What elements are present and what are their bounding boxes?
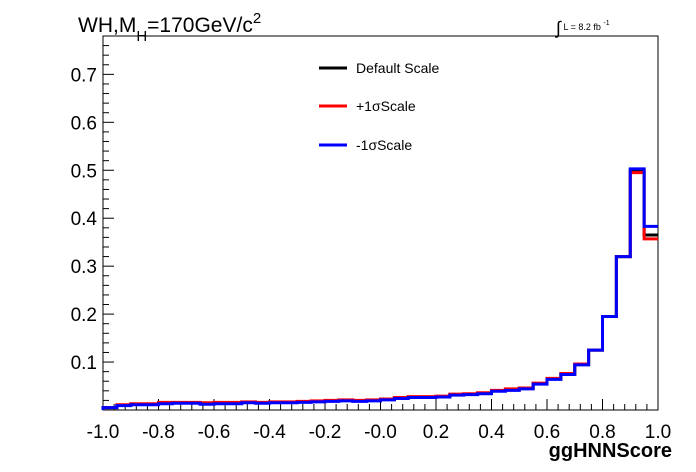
x-tick-label: -0.4 — [253, 422, 286, 443]
y-axis: 0.1 0.2 0.3 0.4 0.5 0.6 0.7 — [71, 45, 114, 401]
luminosity-label: ∫ L = 8.2 fb -1 — [556, 14, 610, 38]
x-tick-label: 0.6 — [534, 422, 560, 443]
y-tick-label: 0.7 — [71, 65, 97, 86]
series-layer — [101, 167, 658, 410]
y-tick-label: 0.4 — [71, 209, 98, 230]
x-tick-label: -0.2 — [309, 422, 342, 443]
series-2-step-line — [101, 167, 658, 410]
integral-symbol: ∫ — [556, 18, 561, 38]
x-tick-label: 0.8 — [589, 422, 615, 443]
luminosity-superscript: -1 — [603, 20, 610, 27]
y-tick-label: 0.5 — [71, 161, 97, 182]
legend-label-plus1sigma: +1σScale — [356, 98, 416, 114]
y-tick-label: 0.1 — [71, 353, 97, 374]
y-tick-label: 0.6 — [71, 113, 97, 134]
x-tick-label: -1.0 — [87, 422, 120, 443]
plot-title: WH,MH=170GeV/c2 — [78, 10, 261, 45]
plot-frame — [102, 35, 659, 411]
title-part-a: WH,M — [78, 14, 137, 37]
x-tick-label: 0.2 — [423, 422, 449, 443]
x-axis-label: ggHNNScore — [548, 440, 672, 462]
title-part-b: =170GeV/c — [147, 14, 253, 37]
x-tick-label: 0.4 — [478, 422, 505, 443]
y-tick-label: 0.3 — [71, 257, 97, 278]
x-tick-label: -0.0 — [364, 422, 397, 443]
title-subscript: H — [136, 28, 148, 45]
legend-label-minus1sigma: -1σScale — [356, 137, 413, 153]
luminosity-text: L = 8.2 fb — [563, 22, 601, 32]
x-tick-label: 1.0 — [645, 422, 671, 443]
title-superscript: 2 — [252, 10, 262, 27]
x-tick-label: -0.6 — [198, 422, 231, 443]
legend-lines — [319, 66, 347, 147]
y-tick-label: 0.2 — [71, 305, 97, 326]
legend-label-default: Default Scale — [356, 60, 440, 76]
x-axis: -1.0 -0.8 -0.6 -0.4 -0.2 -0.0 0.2 0.4 0.6 0.8 1.0 — [87, 399, 671, 443]
x-tick-label: -0.8 — [142, 422, 175, 443]
